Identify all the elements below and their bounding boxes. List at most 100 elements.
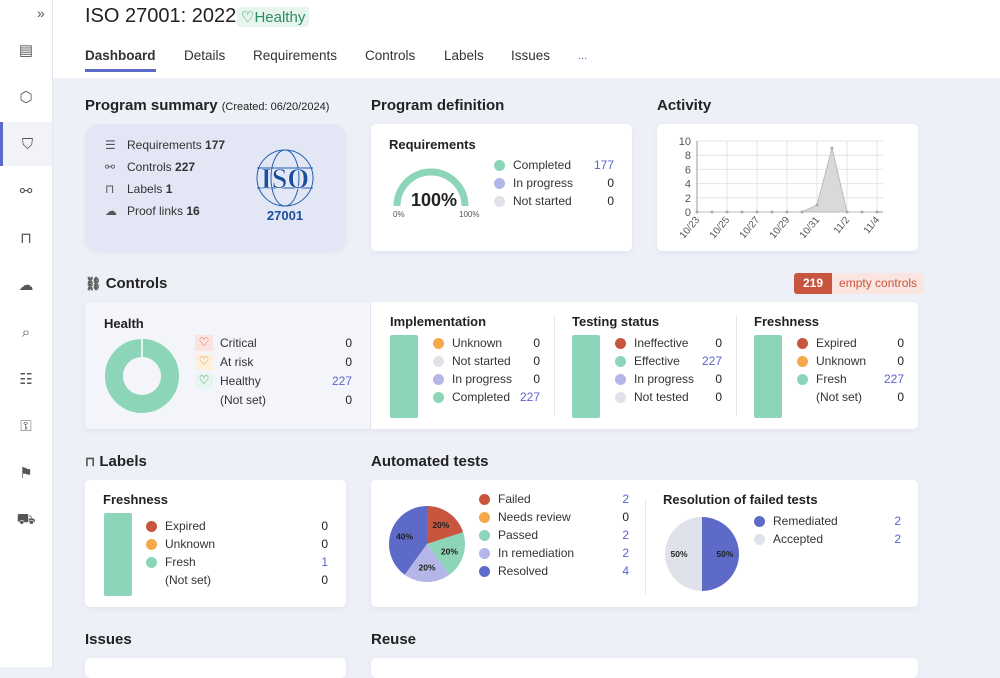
heart-broken-icon: ♡ bbox=[195, 335, 213, 351]
legend-value: 0 bbox=[321, 573, 328, 587]
tests-pie: 20% 20% 20% 40% bbox=[389, 506, 465, 582]
red-dot-icon bbox=[146, 520, 157, 532]
legend-item: Expired bbox=[146, 517, 206, 535]
tab-requirements[interactable]: Requirements bbox=[253, 48, 338, 63]
activity-chart: 0 2 4 6 8 10 10/23 10/25 10/27 10/29 10/31 11/2 11/4 bbox=[678, 136, 883, 242]
legend-value: 0 bbox=[715, 372, 722, 386]
x-tick: 11/2 bbox=[832, 215, 853, 237]
legend-item: In progress bbox=[494, 174, 573, 192]
summary-icon: ☁ bbox=[105, 204, 117, 218]
legend-item: Ineffective bbox=[615, 334, 688, 352]
legend-value: 0 bbox=[715, 336, 722, 350]
section-bar bbox=[572, 335, 600, 418]
legend-item: (Not set) bbox=[165, 573, 212, 587]
legend-value: 0 bbox=[607, 176, 614, 190]
sidebar-item-search-doc[interactable]: ⌕ bbox=[0, 310, 52, 354]
tab-details[interactable]: Details bbox=[184, 48, 226, 63]
summary-labels: ⊓ Labels 1 bbox=[105, 182, 173, 196]
green-dot-icon bbox=[479, 529, 490, 541]
legend-value: 0 bbox=[321, 537, 328, 551]
sidebar-item-clipboard[interactable]: ☷ bbox=[0, 357, 52, 401]
legend-item: Fresh bbox=[146, 553, 196, 571]
grey-dot-icon bbox=[433, 355, 444, 367]
pie-label: 50% bbox=[716, 549, 733, 559]
bookmark-icon: ⊓ bbox=[20, 230, 32, 247]
activity-heading: Activity bbox=[657, 97, 712, 114]
activity-point bbox=[770, 210, 774, 214]
legend-item: Not started bbox=[494, 192, 572, 210]
activity-point bbox=[845, 210, 849, 214]
activity-point bbox=[800, 210, 804, 214]
green-dot-icon bbox=[797, 373, 808, 385]
automated-tests-card: 20% 20% 20% 40% Failed 2 Needs review 0 Passed 2… bbox=[371, 480, 918, 607]
sidebar-item-package[interactable]: ⬡ bbox=[0, 75, 52, 119]
key-icon: ⚿ bbox=[20, 417, 32, 435]
y-tick: 8 bbox=[685, 150, 691, 162]
legend-value: 0 bbox=[715, 390, 722, 404]
legend-item: Fresh bbox=[797, 370, 847, 388]
sidebar-item-truck[interactable]: ⛟ bbox=[0, 498, 52, 542]
summary-requirements: ☰ Requirements 177 bbox=[105, 138, 226, 152]
red-dot-icon bbox=[479, 493, 490, 505]
health-item: ♡ At risk bbox=[195, 353, 253, 371]
sidebar-item-key[interactable]: ⚿ bbox=[0, 404, 52, 448]
sidebar-item-flow[interactable]: ⚯ bbox=[0, 169, 52, 213]
automated-tests-heading: Automated tests bbox=[371, 453, 489, 470]
flow-icon: ⛓ bbox=[85, 276, 102, 291]
x-tick: 10/31 bbox=[798, 215, 823, 242]
lavender-dot-icon bbox=[494, 177, 505, 189]
tab-dashboard[interactable]: Dashboard bbox=[85, 48, 156, 72]
pie-label: 20% bbox=[432, 520, 449, 530]
heart-pulse-icon: ♡ bbox=[195, 373, 213, 389]
activity-point bbox=[755, 210, 759, 214]
orange-dot-icon bbox=[433, 337, 444, 349]
sidebar-item-layout[interactable]: ▤ bbox=[0, 28, 52, 72]
pie-slice-passed bbox=[427, 532, 465, 575]
tab-more[interactable]: ... bbox=[578, 50, 588, 62]
bookmark-icon: ⊓ bbox=[85, 454, 96, 469]
sidebar-item-bookmark[interactable]: ⊓ bbox=[0, 216, 52, 260]
program-summary-heading: Program summary (Created: 06/20/2024) bbox=[85, 97, 330, 114]
legend-item: Passed bbox=[479, 526, 538, 544]
summary-controls: ⚯ Controls 227 bbox=[105, 160, 196, 174]
package-icon: ⬡ bbox=[19, 89, 33, 106]
health-donut bbox=[105, 339, 179, 413]
legend-item: Completed bbox=[494, 156, 571, 174]
pie-label: 40% bbox=[396, 532, 413, 542]
svg-text:ISO: ISO bbox=[261, 164, 309, 195]
reuse-card bbox=[371, 658, 918, 678]
gauge-value: 100% bbox=[411, 190, 458, 210]
pie-slice-failed bbox=[427, 506, 464, 544]
orange-dot-icon bbox=[479, 511, 490, 523]
legend-value: 2 bbox=[894, 532, 901, 546]
legend-value: 0 bbox=[533, 354, 540, 368]
heart-alert-icon: ♡ bbox=[195, 354, 213, 370]
reuse-heading: Reuse bbox=[371, 631, 417, 648]
resolution-title: Resolution of failed tests bbox=[663, 492, 818, 507]
tab-labels[interactable]: Labels bbox=[444, 48, 484, 63]
program-summary-card: ☰ Requirements 177 ⚯ Controls 227 ⊓ Labels 1 ☁… bbox=[85, 124, 346, 251]
health-item: ♡ Critical bbox=[195, 334, 257, 352]
gauge-max: 100% bbox=[459, 210, 480, 219]
legend-value: 177 bbox=[593, 158, 614, 172]
legend-value: 4 bbox=[622, 564, 629, 578]
sidebar-item-cloud-upload[interactable]: ☁ bbox=[0, 263, 52, 307]
health-item: (Not set) bbox=[220, 393, 267, 407]
y-tick: 6 bbox=[685, 164, 691, 176]
section-title: Implementation bbox=[390, 314, 487, 329]
empty-controls-badge[interactable]: 219 empty controls bbox=[794, 273, 925, 294]
truck-icon: ⛟ bbox=[16, 510, 36, 528]
green-dot-icon bbox=[433, 391, 444, 403]
y-tick: 0 bbox=[685, 207, 691, 219]
sidebar-item-flag[interactable]: ⚑ bbox=[0, 451, 52, 495]
expand-sidebar-icon[interactable]: » bbox=[37, 5, 45, 21]
pie-label: 50% bbox=[671, 549, 688, 559]
sidebar-item-shield[interactable]: ⛉ bbox=[0, 122, 52, 166]
x-tick: 10/23 bbox=[678, 215, 703, 242]
health-title: Health bbox=[104, 316, 144, 331]
health-value: 227 bbox=[331, 374, 352, 388]
tab-controls[interactable]: Controls bbox=[365, 48, 416, 63]
labels-heading: ⊓ Labels bbox=[85, 453, 147, 470]
tab-issues[interactable]: Issues bbox=[511, 48, 551, 63]
health-value: 0 bbox=[345, 393, 352, 407]
